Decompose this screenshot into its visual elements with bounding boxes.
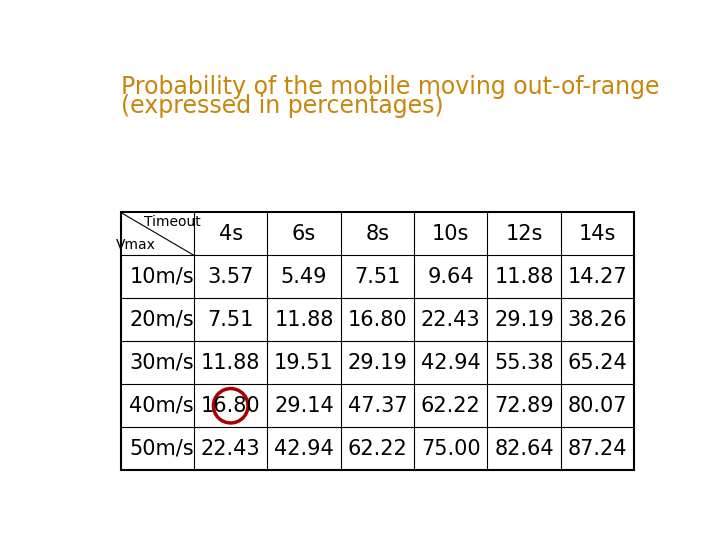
- Text: 29.14: 29.14: [274, 396, 334, 416]
- Text: 12s: 12s: [505, 224, 543, 244]
- Text: 22.43: 22.43: [421, 310, 480, 330]
- Text: 7.51: 7.51: [207, 310, 254, 330]
- Text: 50m/s: 50m/s: [130, 438, 194, 458]
- Text: 9.64: 9.64: [428, 267, 474, 287]
- Text: 87.24: 87.24: [567, 438, 627, 458]
- Text: 72.89: 72.89: [494, 396, 554, 416]
- Text: 10s: 10s: [432, 224, 469, 244]
- Text: 75.00: 75.00: [421, 438, 480, 458]
- Text: Timeout: Timeout: [144, 215, 200, 229]
- Text: 38.26: 38.26: [567, 310, 627, 330]
- Text: 11.88: 11.88: [274, 310, 334, 330]
- Text: 10m/s: 10m/s: [130, 267, 194, 287]
- Text: 82.64: 82.64: [494, 438, 554, 458]
- Bar: [121, 212, 634, 470]
- Text: 11.88: 11.88: [201, 353, 261, 373]
- Text: 42.94: 42.94: [420, 353, 480, 373]
- Text: 6s: 6s: [292, 224, 316, 244]
- Text: Vmax: Vmax: [115, 238, 156, 252]
- Text: 42.94: 42.94: [274, 438, 334, 458]
- Text: 7.51: 7.51: [354, 267, 400, 287]
- Text: 19.51: 19.51: [274, 353, 334, 373]
- Text: 62.22: 62.22: [420, 396, 480, 416]
- Text: 65.24: 65.24: [567, 353, 627, 373]
- Text: 16.80: 16.80: [348, 310, 408, 330]
- Text: 11.88: 11.88: [495, 267, 554, 287]
- Text: 4s: 4s: [219, 224, 243, 244]
- Text: 20m/s: 20m/s: [130, 310, 194, 330]
- Text: 3.57: 3.57: [207, 267, 254, 287]
- Text: 29.19: 29.19: [494, 310, 554, 330]
- Text: 55.38: 55.38: [495, 353, 554, 373]
- Text: 47.37: 47.37: [348, 396, 408, 416]
- Text: 8s: 8s: [365, 224, 390, 244]
- Text: 14.27: 14.27: [567, 267, 627, 287]
- Text: 22.43: 22.43: [201, 438, 261, 458]
- Text: 5.49: 5.49: [281, 267, 328, 287]
- Text: Probability of the mobile moving out-of-range: Probability of the mobile moving out-of-…: [121, 75, 660, 99]
- Text: 80.07: 80.07: [567, 396, 627, 416]
- Text: 29.19: 29.19: [348, 353, 408, 373]
- Text: 30m/s: 30m/s: [130, 353, 194, 373]
- Text: (expressed in percentages): (expressed in percentages): [121, 94, 444, 118]
- Text: 14s: 14s: [579, 224, 616, 244]
- Text: 62.22: 62.22: [348, 438, 408, 458]
- Text: 16.80: 16.80: [201, 396, 261, 416]
- Text: 40m/s: 40m/s: [130, 396, 194, 416]
